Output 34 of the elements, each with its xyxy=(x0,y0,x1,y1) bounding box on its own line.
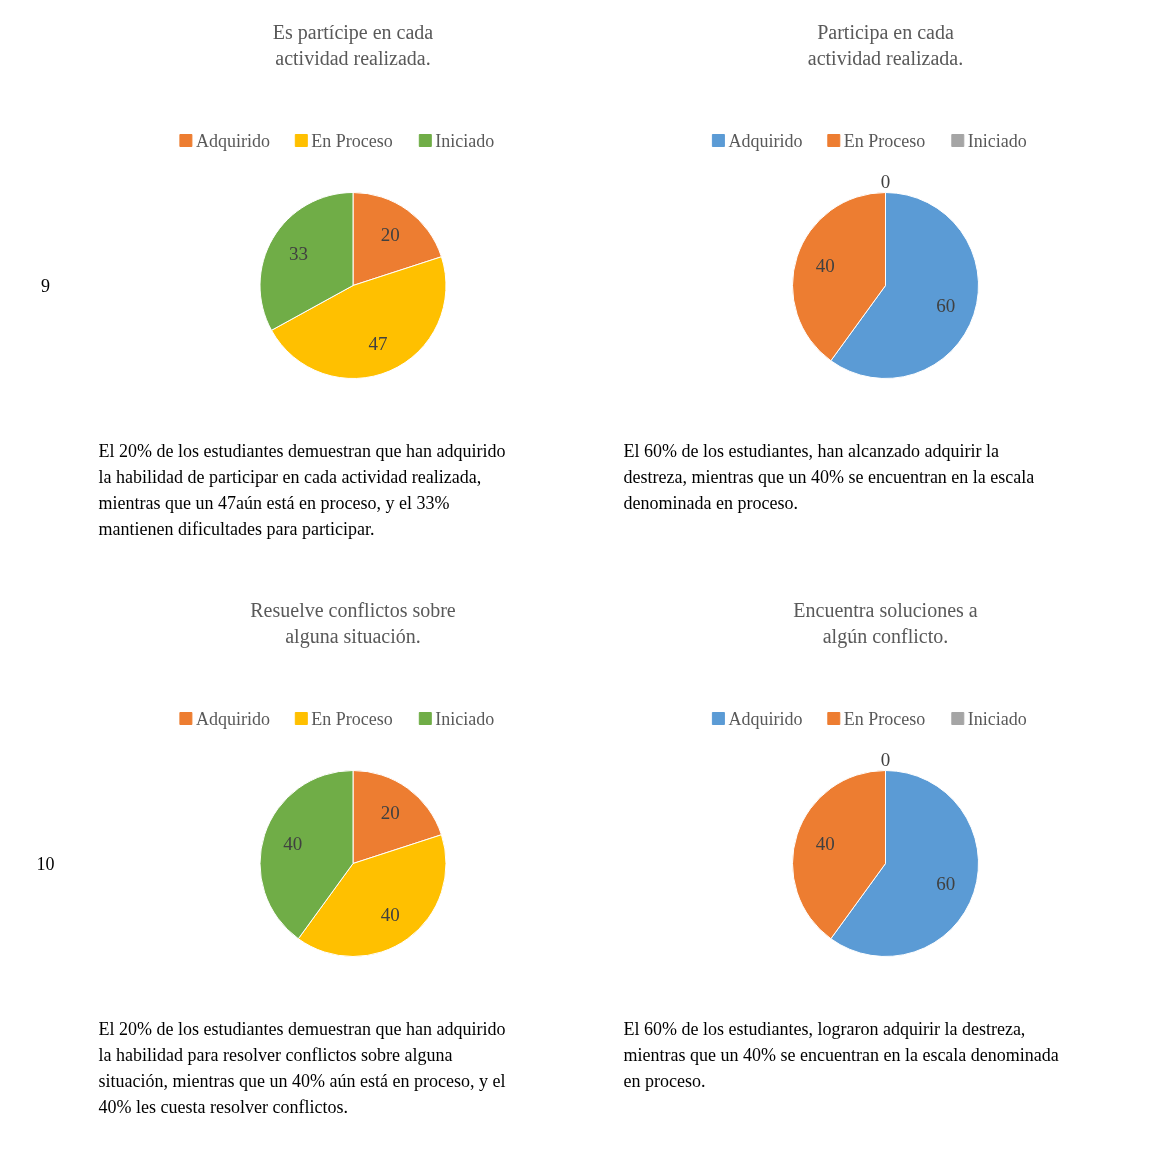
data-label: 40 xyxy=(283,833,303,855)
text: 10 xyxy=(36,854,55,874)
text: 0 xyxy=(880,748,891,770)
legend-label: En Proceso xyxy=(843,708,926,729)
chart-title: Participa en cada actividad realizada. xyxy=(807,20,964,69)
legend-label: Adquirido xyxy=(728,130,803,151)
legend-label: Adquirido xyxy=(195,708,270,729)
data-label: 40 xyxy=(380,904,400,926)
chart-title: Encuentra soluciones a algún conflicto. xyxy=(793,598,978,648)
data-label: 20 xyxy=(380,223,400,245)
text: 9 xyxy=(41,276,50,296)
text: El 60% de los estudiantes, lograron adquirir la destreza, mientras que un 40% se encuentran en la escala denominada en proceso. xyxy=(623,1018,1059,1091)
data-label: 40 xyxy=(815,255,835,277)
data-label: 47 xyxy=(368,333,388,355)
legend-label: Adquirido xyxy=(195,130,270,151)
chart-title: Es partícipe en cada actividad realizada. xyxy=(272,20,434,69)
legend-label: Iniciado xyxy=(435,708,495,729)
legend-label: En Proceso xyxy=(311,130,393,151)
legend-label: En Proceso xyxy=(311,708,393,729)
data-label: 60 xyxy=(936,872,956,894)
text: El 20% de los estudiantes demuestran que han adquirido la habilidad de participar en cada actividad realizada, mientras que un 47aún está en proceso, y el 33% mantienen dificultades para participar. xyxy=(98,440,506,539)
chart-title: Resuelve conflictos sobre alguna situación. xyxy=(250,598,456,648)
data-label: 40 xyxy=(815,833,835,855)
data-label: 33 xyxy=(289,242,309,264)
text: 0 xyxy=(880,170,891,192)
text: El 20% de los estudiantes demuestran que han adquirido la habilidad para resolver conflictos sobre alguna situación, mientras que un 40% aún está en proceso, y el 40% les cuesta resolver conflictos. xyxy=(98,1018,506,1117)
legend-label: Iniciado xyxy=(967,130,1027,151)
legend-label: Iniciado xyxy=(967,708,1027,729)
data-label: 60 xyxy=(936,294,956,316)
legend-label: Adquirido xyxy=(728,708,803,729)
data-label: 20 xyxy=(380,801,400,823)
legend-label: En Proceso xyxy=(843,130,926,151)
legend-label: Iniciado xyxy=(435,130,495,151)
text: El 60% de los estudiantes, han alcanzado adquirir la destreza, mientras que un 40% se encuentran en la escala denominada en proceso. xyxy=(623,440,1035,513)
